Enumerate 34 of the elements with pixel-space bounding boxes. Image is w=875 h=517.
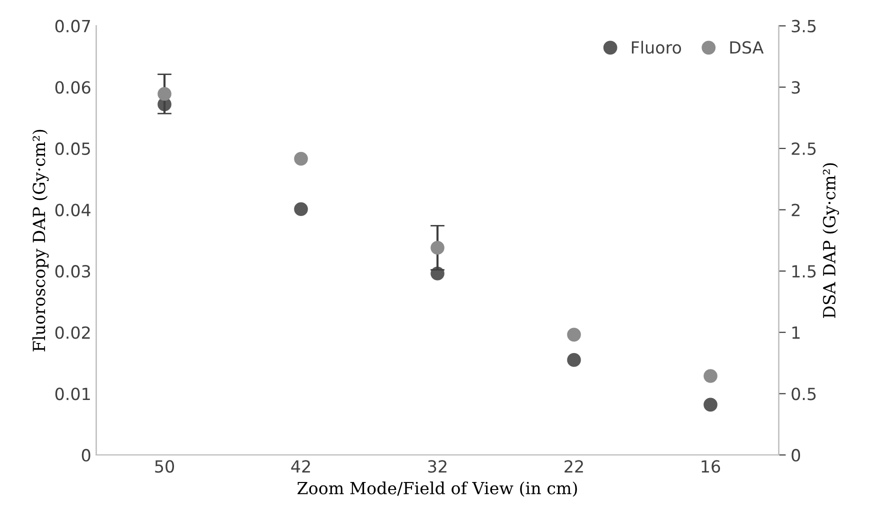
y2-tick-label: 1.5 bbox=[792, 265, 816, 278]
y2-tick-label: 1 bbox=[792, 326, 800, 339]
x-tick-label: 42 bbox=[291, 460, 310, 472]
y-tick-label: 0.07 bbox=[55, 20, 90, 32]
y2-tick-label: 2.5 bbox=[792, 142, 816, 156]
point bbox=[294, 202, 308, 216]
point bbox=[704, 398, 718, 412]
y-tick-label: 0.05 bbox=[55, 142, 90, 156]
x-tick-label: 22 bbox=[564, 460, 583, 472]
point bbox=[567, 353, 581, 367]
y-tick-label: 0.03 bbox=[55, 265, 90, 278]
y2-tick-label: 0.5 bbox=[792, 388, 816, 400]
y2-tick-label: 2 bbox=[792, 204, 800, 216]
y-axis-title: Fluoroscopy DAP (Gy·cm²) bbox=[32, 130, 49, 352]
y2-tick-label: 3 bbox=[792, 81, 800, 94]
x-tick-label: 32 bbox=[428, 460, 446, 473]
y2-tick-label: 0 bbox=[792, 448, 800, 462]
y-tick-label: 0.04 bbox=[55, 204, 90, 216]
x-axis-title: Zoom Mode/Field of View (in cm) bbox=[297, 482, 577, 497]
y-tick-label: 0.01 bbox=[55, 388, 90, 400]
point bbox=[430, 240, 444, 255]
x-tick-label: 50 bbox=[155, 460, 174, 473]
legend-label: Fluoro bbox=[632, 40, 682, 54]
y-tick-label: 0.02 bbox=[55, 326, 90, 339]
point bbox=[294, 152, 308, 166]
legend-label: DSA bbox=[730, 41, 764, 54]
point bbox=[704, 369, 718, 383]
y-tick-label: 0 bbox=[82, 448, 90, 462]
point bbox=[158, 86, 172, 101]
point bbox=[567, 328, 581, 342]
y2-tick-label: 3.5 bbox=[792, 20, 816, 32]
y-tick-label: 0.06 bbox=[55, 81, 90, 94]
y2-axis-title: DSA DAP (Gy·cm²) bbox=[822, 163, 839, 318]
x-tick-label: 16 bbox=[702, 460, 720, 473]
